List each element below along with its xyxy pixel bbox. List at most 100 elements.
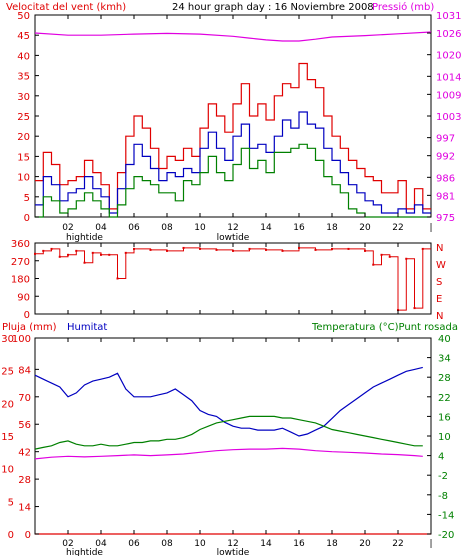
wind-y-tick-label: 20 bbox=[17, 132, 30, 143]
direction-point bbox=[232, 249, 234, 252]
pressure-y2-tick-label: 975 bbox=[436, 213, 455, 224]
wind-y-tick-label: 25 bbox=[17, 112, 30, 123]
wind-x-tick-label: 04 bbox=[95, 223, 107, 233]
humidity-x-tick-label: 08 bbox=[161, 539, 173, 549]
wind-x-tick-label: | bbox=[429, 223, 432, 233]
humidity-y-tick-label: 14 bbox=[18, 503, 31, 514]
wind-x-tick-label: 08 bbox=[161, 223, 173, 233]
direction-point bbox=[42, 249, 45, 252]
pressure-y2-tick-label: 981 bbox=[436, 191, 455, 202]
direction-point bbox=[75, 249, 78, 252]
pressure-title: Pressió (mb) bbox=[372, 1, 434, 13]
humidity-y-tick-label: 42 bbox=[18, 448, 31, 459]
series-direction-line bbox=[35, 247, 431, 311]
humidity-y-tick-label: 100 bbox=[12, 334, 31, 345]
compass-label: W bbox=[436, 260, 446, 271]
series-temperatura-line bbox=[34, 415, 423, 450]
direction-point bbox=[405, 257, 408, 260]
wind-y-tick-label: 10 bbox=[17, 173, 30, 184]
temperature-y2-tick-label: 34 bbox=[438, 354, 451, 365]
direction-y-tick-label: 90 bbox=[17, 292, 30, 303]
series-minimum-line bbox=[35, 143, 431, 218]
pressure-y2-tick-label: 1003 bbox=[436, 112, 461, 123]
wind-x-tick-label: 10 bbox=[194, 223, 206, 233]
rain-y-tick-label: 25 bbox=[1, 367, 14, 378]
direction-point bbox=[133, 247, 135, 250]
compass-label: E bbox=[436, 294, 442, 305]
day-title: 24 hour graph day : 16 Noviembre 2008 bbox=[172, 2, 374, 13]
direction-y-tick-label: 0 bbox=[24, 310, 30, 321]
direction-point bbox=[50, 247, 53, 250]
direction-point bbox=[58, 255, 61, 258]
temperature-axis-title: Temperatura (°C)Punt rosada bbox=[311, 322, 458, 333]
direction-y-tick-label: 360 bbox=[11, 239, 30, 250]
direction-point bbox=[108, 253, 111, 256]
pressure-y2-tick-label: 992 bbox=[436, 152, 455, 163]
direction-point bbox=[347, 247, 350, 250]
series-average-line bbox=[35, 111, 431, 214]
direction-point bbox=[413, 307, 416, 310]
humidity-tide-label-lowtide: lowtide bbox=[217, 548, 250, 556]
temperature-y2-tick-label: 40 bbox=[438, 334, 451, 345]
pressure-y2-tick-label: 1026 bbox=[436, 29, 461, 40]
humidity-x-tick-label: 02 bbox=[62, 539, 73, 549]
humidity-y-tick-label: 0 bbox=[25, 530, 31, 541]
humidity-x-tick-label: 18 bbox=[326, 539, 338, 549]
wind-speed-title: Velocitat del vent (kmh) bbox=[6, 2, 126, 13]
temperature-y2-tick-label: -14 bbox=[438, 510, 454, 521]
direction-point bbox=[364, 249, 366, 252]
direction-plot-frame bbox=[34, 242, 432, 315]
rain-y-tick-label: 0 bbox=[8, 530, 14, 541]
wind-y-tick-label: 0 bbox=[24, 213, 30, 224]
pressure-y2-tick-label: 1014 bbox=[436, 72, 461, 83]
wind-x-tick-label: 20 bbox=[359, 223, 371, 233]
humidity-x-tick-label: 22 bbox=[392, 539, 403, 549]
direction-point bbox=[421, 247, 424, 250]
humidity-x-tick-label: 14 bbox=[260, 539, 272, 549]
direction-point bbox=[215, 248, 218, 251]
graph-header: Velocitat del vent (kmh) 24 hour graph d… bbox=[6, 1, 434, 13]
direction-y-tick-label: 270 bbox=[11, 257, 30, 268]
pressure-y2-tick-label: 986 bbox=[436, 173, 455, 184]
humidity-y-tick-label: 56 bbox=[18, 420, 31, 431]
wind-y-tick-label: 5 bbox=[24, 193, 30, 204]
humidity-x-tick-label: 20 bbox=[359, 539, 371, 549]
direction-point bbox=[248, 247, 251, 250]
wind-x-tick-label: 12 bbox=[227, 223, 238, 233]
direction-point bbox=[372, 263, 375, 266]
direction-point bbox=[116, 277, 119, 280]
temperature-y2-tick-label: 4 bbox=[438, 452, 444, 463]
wind-y-tick-label: 30 bbox=[17, 92, 30, 103]
direction-point bbox=[314, 248, 317, 251]
humidity-y-tick-label: 70 bbox=[18, 393, 31, 404]
direction-point bbox=[83, 261, 86, 264]
direction-point bbox=[182, 246, 185, 249]
rain-y-tick-label: 15 bbox=[1, 432, 14, 443]
direction-point bbox=[166, 249, 168, 252]
humidity-x-tick-label: 06 bbox=[128, 539, 140, 549]
humidity-x-tick-label: 04 bbox=[95, 539, 107, 549]
compass-label: N bbox=[436, 243, 443, 254]
wind-y-tick-label: 50 bbox=[17, 11, 30, 22]
direction-point bbox=[331, 247, 333, 250]
series-punt-rosada-line bbox=[34, 447, 423, 460]
compass-label: S bbox=[436, 277, 442, 288]
temperature-y2-tick-label: -8 bbox=[438, 491, 448, 502]
wind-y-tick-label: 45 bbox=[17, 31, 30, 42]
humidity-tide-label-hightide: hightide bbox=[66, 548, 103, 556]
wind-y-tick-label: 15 bbox=[17, 152, 30, 163]
humidity-x-tick-label: | bbox=[429, 539, 432, 549]
humidity-plot-frame bbox=[34, 337, 432, 535]
series-humitat-line bbox=[34, 366, 423, 437]
humidity-axis-title: Humitat bbox=[67, 322, 107, 333]
wind-x-tick-label: 14 bbox=[260, 223, 272, 233]
wind-x-tick-label: 22 bbox=[392, 223, 403, 233]
series-gust-line bbox=[35, 62, 431, 210]
humidity-x-tick-label: 12 bbox=[227, 539, 238, 549]
direction-y-tick-label: 180 bbox=[11, 275, 30, 286]
direction-point bbox=[149, 248, 152, 251]
rain-y-tick-label: 20 bbox=[1, 399, 14, 410]
direction-point bbox=[100, 253, 102, 256]
wind-y-tick-label: 40 bbox=[17, 51, 30, 62]
